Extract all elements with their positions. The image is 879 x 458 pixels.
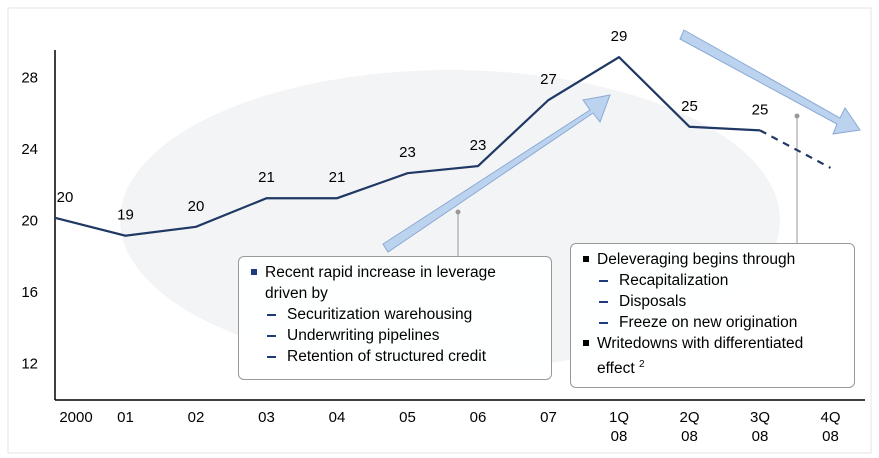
data-label: 25 (681, 98, 698, 115)
sub-item: Underwriting pipelines (249, 325, 541, 346)
data-label: 23 (399, 144, 416, 161)
data-label: 21 (258, 169, 275, 186)
rise-arrow (382, 94, 611, 253)
data-label: 29 (611, 28, 628, 45)
sub-item: Retention of structured credit (249, 346, 541, 367)
x-tick-label: 2Q 08 (679, 409, 700, 445)
sub-item: Disposals (581, 291, 844, 312)
line-projected (759, 129, 832, 169)
x-tick-label: 03 (258, 409, 275, 426)
x-tick-label: 05 (399, 409, 416, 426)
data-label: 25 (752, 101, 769, 118)
x-tick-label: 4Q 08 (820, 409, 841, 445)
bullet-text: Writedowns with differentiated effect (597, 335, 804, 378)
callout-box: Deleveraging begins through Recapitalizat… (570, 243, 855, 388)
x-tick-label: 2000 (59, 409, 93, 426)
x-tick-label: 02 (187, 409, 205, 426)
callout-box: Recent rapid increase in leverage driven… (238, 256, 552, 380)
sub-item: Freeze on new origination (581, 312, 844, 333)
x-tick-label: 3Q 08 (749, 409, 770, 445)
footnote-ref: 2 (638, 359, 645, 370)
y-tick-label: 12 (21, 355, 38, 372)
bullet: Writedowns with differentiated effect 2 (581, 333, 844, 379)
fall-arrow (679, 29, 861, 135)
x-tick-label: 01 (117, 409, 134, 426)
x-tick-label: 07 (540, 409, 557, 426)
data-label: 23 (470, 137, 487, 154)
x-tick-label: 06 (469, 409, 487, 426)
data-label: 19 (117, 207, 134, 224)
data-label: 27 (540, 71, 557, 88)
sub-item: Recapitalization (581, 270, 844, 291)
x-tick-label: 1Q 08 (608, 409, 629, 445)
y-tick-label: 20 (21, 212, 38, 229)
bullet: Recent rapid increase in leverage driven… (249, 262, 541, 304)
frame (7, 7, 872, 454)
bullet: Deleveraging begins through (581, 249, 844, 270)
bullet-text: Deleveraging begins through (597, 251, 796, 268)
callout-dot (455, 209, 461, 215)
data-label: 20 (57, 189, 74, 206)
x-tick-label: 04 (328, 409, 346, 426)
y-tick-label: 28 (21, 70, 38, 87)
callout-dot (794, 113, 800, 119)
data-label: 20 (188, 198, 205, 215)
y-tick-label: 24 (21, 141, 38, 158)
data-label: 21 (329, 169, 346, 186)
line (54, 55, 761, 237)
y-tick-label: 16 (21, 284, 38, 301)
sub-item: Securitization warehousing (249, 304, 541, 325)
